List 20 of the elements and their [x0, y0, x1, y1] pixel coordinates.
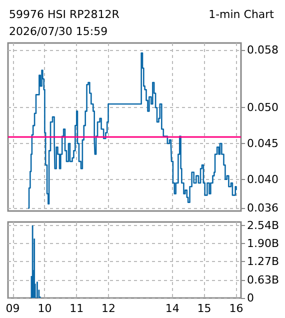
y-tick-label: 0: [247, 292, 254, 304]
y-tick-label: 0.63B: [247, 274, 280, 286]
text: 1-min Chart: [208, 8, 275, 21]
x-tick-label: 16: [229, 302, 244, 315]
x-tick-label: 12: [102, 302, 116, 315]
y-tick-label: 1.90B: [247, 237, 280, 250]
y-tick-label: 1.27B: [247, 255, 280, 268]
y-tick-label: 0.050: [247, 101, 278, 114]
x-tick-label: 11: [70, 302, 84, 315]
y-tick-label: 0.036: [247, 202, 278, 215]
x-tick-label: 15: [197, 302, 212, 315]
y-tick-label: 2.54B: [247, 218, 280, 232]
chart-title: 59976 HSI RP2812R: [9, 8, 120, 21]
y-tick-label: 0.058: [247, 44, 278, 57]
y-tick-label: 0.040: [247, 172, 278, 186]
x-tick-label: 14: [165, 302, 180, 315]
y-tick-label: 0.045: [247, 137, 278, 150]
x-tick-label: 09: [6, 302, 20, 315]
chart-subtitle: 2026/07/30 15:59: [9, 25, 108, 38]
x-tick-label: 10: [38, 302, 52, 315]
